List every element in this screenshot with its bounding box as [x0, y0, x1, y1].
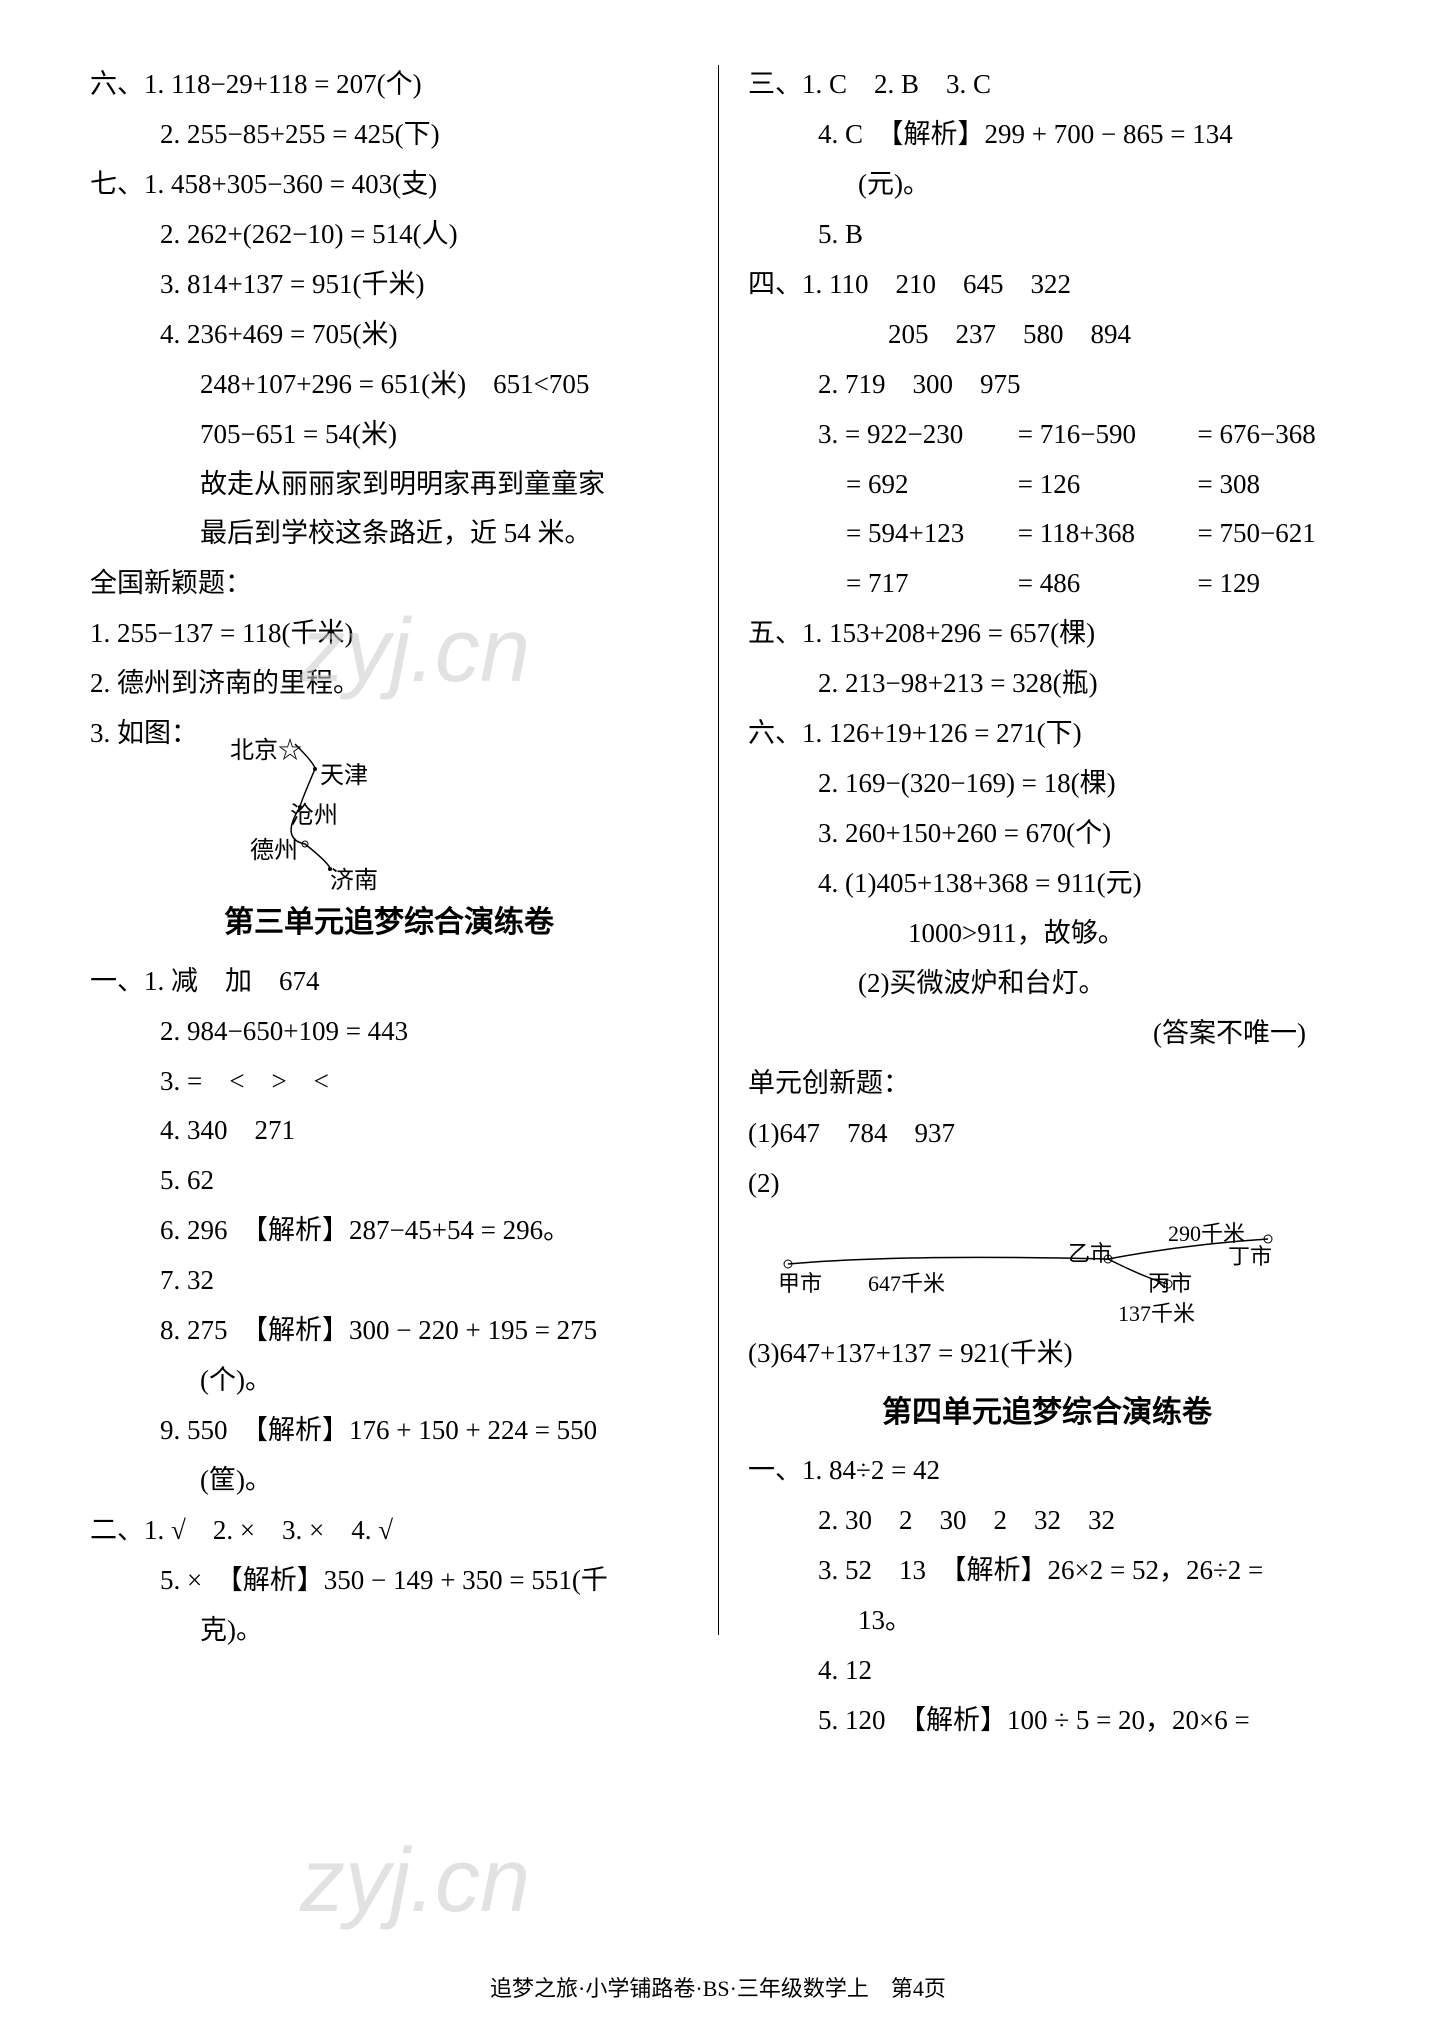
text-line: 2. 984−650+109 = 443	[90, 1007, 688, 1057]
text-line: (2)买微波炉和台灯。	[748, 959, 1346, 1009]
diagram-label: 乙市	[1068, 1234, 1112, 1275]
text-line: 单元创新题：	[748, 1059, 1346, 1109]
text-line: 9. 550 【解析】176 + 150 + 224 = 550	[90, 1406, 688, 1456]
calc-cell: = 594+123	[818, 509, 993, 559]
text-line: (2)	[748, 1159, 1346, 1209]
diagram-label: 丁市	[1228, 1237, 1272, 1278]
text-line: 3. = < > <	[90, 1057, 688, 1107]
section-title: 第三单元追梦综合演练卷	[90, 895, 688, 951]
text-line: 4. 340 271	[90, 1106, 688, 1156]
text-line: 5. 62	[90, 1156, 688, 1206]
text-line: 2. 30 2 30 2 32 32	[748, 1496, 1346, 1546]
text-line: 3. 52 13 【解析】26×2 = 52，26÷2 =	[748, 1546, 1346, 1596]
text-line: (元)。	[748, 160, 1346, 210]
calc-cell: = 716−590	[1018, 410, 1173, 460]
text-line: 8. 275 【解析】300 − 220 + 195 = 275	[90, 1306, 688, 1356]
calc-cell: 3. = 922−230	[818, 410, 993, 460]
text-line: 4. 236+469 = 705(米)	[90, 310, 688, 360]
text-line: 2. 德州到济南的里程。	[90, 659, 688, 709]
text-line: 5. B	[748, 210, 1346, 260]
text-line: 全国新颖题：	[90, 559, 688, 609]
text-line: 四、1. 110 210 645 322	[748, 260, 1346, 310]
page-footer: 追梦之旅·小学铺路卷·BS·三年级数学上 第4页	[0, 1971, 1436, 2003]
section-title: 第四单元追梦综合演练卷	[748, 1385, 1346, 1441]
text-line: 1000>911，故够。	[748, 909, 1346, 959]
text-line: 3. 814+137 = 951(千米)	[90, 260, 688, 310]
calc-cell: = 676−368	[1198, 410, 1348, 460]
calc-cell: = 126	[1018, 460, 1173, 510]
text-line: 13。	[748, 1596, 1346, 1646]
text-line: (答案不唯一)	[748, 1009, 1346, 1059]
city-diagram: 甲市 647千米 乙市 290千米 丁市 丙市 137千米	[748, 1209, 1346, 1329]
text-line: 六、1. 126+19+126 = 271(下)	[748, 709, 1346, 759]
calc-cell: = 692	[818, 460, 993, 510]
calc-cell: = 750−621	[1198, 509, 1348, 559]
text-line: (3)647+137+137 = 921(千米)	[748, 1329, 1346, 1379]
text-line: 三、1. C 2. B 3. C	[748, 60, 1346, 110]
route-svg	[220, 729, 420, 889]
diagram-label: 137千米	[1118, 1294, 1195, 1335]
text-line: 2. 262+(262−10) = 514(人)	[90, 210, 688, 260]
text-line: 2. 719 300 975	[748, 360, 1346, 410]
text-line: 3. 260+150+260 = 670(个)	[748, 809, 1346, 859]
text-line: 六、1. 118−29+118 = 207(个)	[90, 60, 688, 110]
text-line: 2. 169−(320−169) = 18(棵)	[748, 759, 1346, 809]
text-line: 故走从丽丽家到明明家再到童童家	[90, 460, 688, 510]
text-line: 4. C 【解析】299 + 700 − 865 = 134	[748, 110, 1346, 160]
text-line: (1)647 784 937	[748, 1109, 1346, 1159]
calc-cell: = 129	[1198, 559, 1348, 609]
text-line: (筐)。	[90, 1456, 688, 1506]
text-line: 七、1. 458+305−360 = 403(支)	[90, 160, 688, 210]
calc-cell: = 118+368	[1018, 509, 1173, 559]
column-divider	[718, 65, 719, 1635]
text-line: 2. 255−85+255 = 425(下)	[90, 110, 688, 160]
text-line: 5. 120 【解析】100 ÷ 5 = 20，20×6 =	[748, 1696, 1346, 1746]
text-line: 5. × 【解析】350 − 149 + 350 = 551(千	[90, 1556, 688, 1606]
text-line: 248+107+296 = 651(米) 651<705	[90, 360, 688, 410]
text-line: (个)。	[90, 1356, 688, 1406]
text-line: 2. 213−98+213 = 328(瓶)	[748, 659, 1346, 709]
text-line: 4. (1)405+138+368 = 911(元)	[748, 859, 1346, 909]
text-line: 五、1. 153+208+296 = 657(棵)	[748, 609, 1346, 659]
text-line: 7. 32	[90, 1256, 688, 1306]
calc-cell: = 486	[1018, 559, 1173, 609]
calc-cell: = 717	[818, 559, 993, 609]
text-line: 205 237 580 894	[748, 310, 1346, 360]
text-line: 6. 296 【解析】287−45+54 = 296。	[90, 1206, 688, 1256]
text-line: 一、1. 减 加 674	[90, 957, 688, 1007]
text-line: 1. 255−137 = 118(千米)	[90, 609, 688, 659]
text-line: 克)。	[90, 1606, 688, 1656]
text-line: 705−651 = 54(米)	[90, 410, 688, 460]
text-line: 4. 12	[748, 1646, 1346, 1696]
text-line: 二、1. √ 2. × 3. × 4. √	[90, 1506, 688, 1556]
route-diagram: 北京☆ 天津 沧州 德州 济南	[220, 729, 688, 889]
left-column: 六、1. 118−29+118 = 207(个) 2. 255−85+255 =…	[90, 60, 718, 1920]
diagram-label: 647千米	[868, 1264, 945, 1305]
calc-cell: = 308	[1198, 460, 1348, 510]
text-line: 最后到学校这条路近，近 54 米。	[90, 509, 688, 559]
diagram-label: 甲市	[778, 1264, 822, 1305]
calc-grid-row: 3. = 922−230 = 692 = 594+123 = 717 = 716…	[748, 410, 1346, 610]
right-column: 三、1. C 2. B 3. C 4. C 【解析】299 + 700 − 86…	[718, 60, 1346, 1920]
text-line: 一、1. 84÷2 = 42	[748, 1446, 1346, 1496]
